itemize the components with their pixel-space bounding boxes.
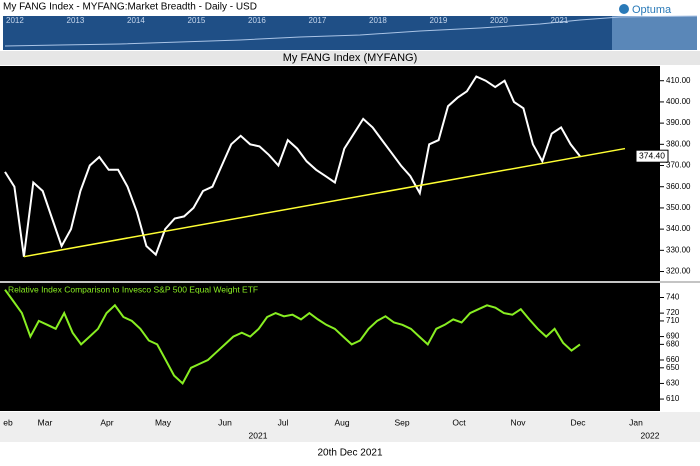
x-tick-label: Oct: [452, 417, 466, 427]
y-tick-label: 400.00: [666, 97, 691, 106]
x-tick-label: Dec: [570, 417, 586, 427]
x-tick-label: Apr: [100, 417, 113, 427]
page-title: My FANG Index - MYFANG:Market Breadth - …: [3, 2, 257, 13]
navigator-year: 2019: [430, 16, 448, 25]
y-tick-label: 680: [666, 339, 680, 348]
navigator-line: [4, 15, 698, 47]
navigator[interactable]: [3, 16, 697, 50]
y-tick-label: 370.00: [666, 161, 691, 170]
navigator-year: 2016: [248, 16, 266, 25]
lower-panel: [0, 283, 660, 411]
x-axis-area: [0, 412, 700, 442]
lower-title: Relative Index Comparison to Invesco S&P…: [8, 284, 258, 294]
axis-area: [660, 66, 700, 411]
navigator-year: 2020: [490, 16, 508, 25]
y-tick-label: 360.00: [666, 182, 691, 191]
current-value: 374.40: [639, 150, 665, 160]
x-tick-label: May: [155, 417, 172, 427]
x-tick-label: Jun: [218, 417, 232, 427]
y-tick-label: 610: [666, 394, 680, 403]
chart-title: My FANG Index (MYFANG): [283, 52, 417, 64]
y-tick-label: 320.00: [666, 267, 691, 276]
line: [4, 75, 581, 257]
navigator-year: 2014: [127, 16, 145, 25]
y-tick-label: 410.00: [666, 76, 691, 85]
navigator-year: 2018: [369, 16, 387, 25]
panel-header: [0, 51, 700, 65]
y-tick-label: 710: [666, 316, 680, 325]
logo-icon: [619, 4, 629, 14]
y-tick-label: 660: [666, 355, 680, 364]
navigator-window[interactable]: [612, 16, 697, 50]
year-label: 2021: [249, 430, 268, 440]
x-tick-label: Sep: [394, 417, 409, 427]
y-tick-label: 340.00: [666, 224, 691, 233]
y-tick-label: 380.00: [666, 139, 691, 148]
y-tick-label: 350.00: [666, 203, 691, 212]
navigator-year: 2013: [67, 16, 85, 25]
trendline: [23, 147, 626, 258]
x-tick-label: Nov: [510, 417, 526, 427]
x-tick-label: Aug: [334, 417, 349, 427]
y-tick-label: 650: [666, 363, 680, 372]
x-tick-label: Jul: [278, 417, 289, 427]
y-tick-label: 630: [666, 379, 680, 388]
main-panel: [0, 66, 660, 281]
y-tick-label: 690: [666, 332, 680, 341]
line: [4, 289, 581, 386]
y-tick-label: 390.00: [666, 118, 691, 127]
x-tick-label: Mar: [38, 417, 53, 427]
y-tick-label: 720: [666, 308, 680, 317]
value-tag: [635, 149, 669, 163]
navigator-year: 2015: [188, 16, 206, 25]
logo: Optuma: [632, 4, 672, 16]
year-label: 2022: [641, 430, 660, 440]
y-tick-label: 740: [666, 293, 680, 302]
navigator-year: 2021: [551, 16, 569, 25]
footer: 20th Dec 2021: [317, 448, 382, 459]
navigator-year: 2012: [6, 16, 24, 25]
navigator-year: 2017: [309, 16, 327, 25]
x-tick-label: eb: [3, 417, 13, 427]
x-tick-label: Jan: [629, 417, 643, 427]
y-tick-label: 330.00: [666, 245, 691, 254]
